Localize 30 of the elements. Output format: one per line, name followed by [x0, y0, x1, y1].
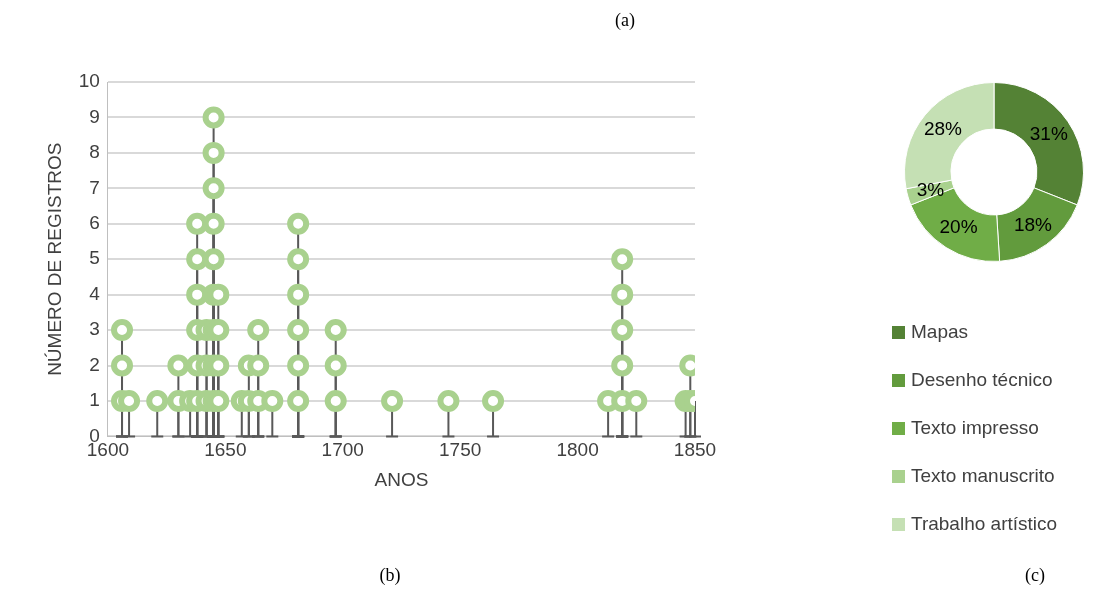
- x-tick-label: 1750: [439, 439, 482, 461]
- x-tick-label: 1700: [321, 439, 364, 461]
- y-tick-label: 4: [89, 282, 101, 304]
- text: (b): [378, 565, 402, 586]
- y-axis-title: NÚMERO DE REGISTROS: [43, 142, 65, 376]
- legend-label: Texto impresso: [911, 417, 1039, 439]
- data-label: 28%: [923, 118, 963, 140]
- y-tick-label: 10: [78, 70, 100, 92]
- y-tick-label: 6: [89, 211, 100, 233]
- legend-label: Trabalho artístico: [911, 513, 1058, 535]
- legend-label: Texto manuscrito: [911, 465, 1055, 487]
- text: (a): [614, 10, 636, 31]
- y-tick-label: 7: [89, 176, 100, 198]
- y-tick-label: 1: [89, 389, 100, 411]
- y-tick-label: 8: [89, 141, 100, 163]
- data-label: 3%: [916, 178, 945, 200]
- legend-label: Desenho técnico: [911, 369, 1053, 391]
- data-label: 18%: [1013, 213, 1053, 235]
- y-tick-label: 9: [89, 105, 100, 127]
- legend-label: Mapas: [911, 321, 969, 343]
- data-label: 20%: [939, 216, 978, 238]
- y-tick-label: 5: [89, 247, 100, 269]
- y-tick-label: 2: [89, 353, 100, 375]
- data-label: 31%: [1029, 123, 1068, 145]
- x-tick-label: 1850: [673, 439, 717, 461]
- x-axis-title: ANOS: [374, 468, 429, 490]
- text: (c): [1024, 565, 1046, 586]
- y-tick-label: 3: [89, 318, 100, 340]
- x-tick-label: 1800: [556, 439, 599, 461]
- x-tick-label: 1650: [204, 439, 247, 461]
